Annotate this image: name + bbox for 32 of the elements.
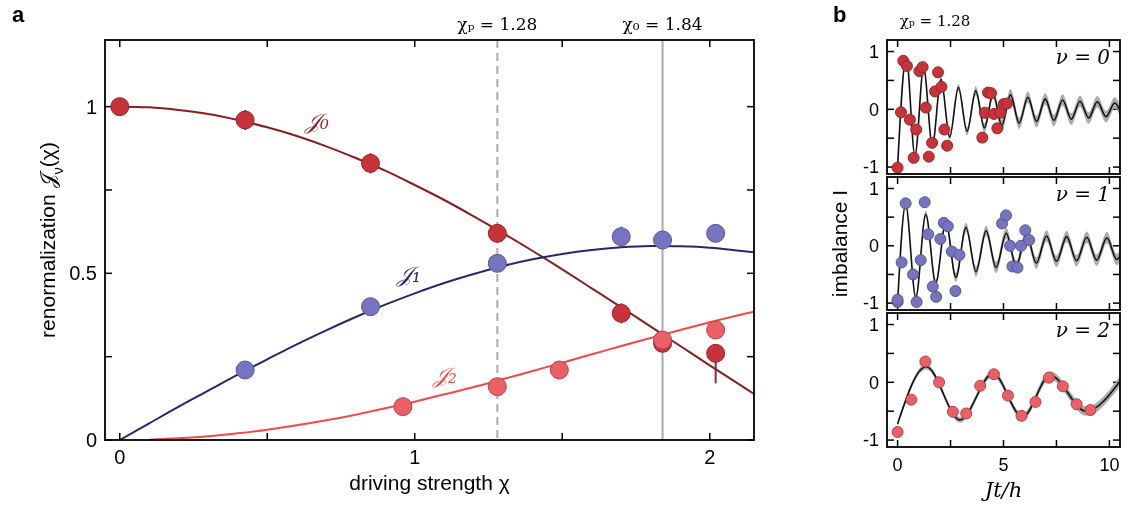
y-tick-label: -1 — [862, 157, 879, 178]
text: χₚ = 1.28 — [899, 12, 971, 30]
series-label: 𝒥₂ — [432, 362, 457, 388]
y-tick-label: -1 — [862, 430, 879, 451]
x-tick-label: 1 — [409, 446, 421, 468]
annotation: ν = 2 — [1055, 318, 1110, 342]
y-tick-label: 1 — [868, 41, 879, 62]
y-tick-label: 0.5 — [69, 262, 97, 285]
y-tick-label: 0 — [85, 429, 97, 451]
chart-title: b — [833, 2, 847, 27]
x-tick-label: 5 — [998, 455, 1009, 475]
y-tick-label: 0 — [868, 236, 879, 257]
annotation: ν = 0 — [1055, 45, 1111, 69]
y-tick-label: 0 — [868, 99, 879, 120]
y-tick-label: 1 — [868, 178, 879, 199]
y-tick-label: 1 — [85, 95, 97, 118]
series-label: 𝒥₀ — [304, 108, 330, 134]
chart-title: a — [12, 2, 25, 27]
x-tick-label: 10 — [1099, 455, 1120, 475]
y-tick-label: 1 — [868, 314, 879, 335]
x-axis-title: driving strength χ — [349, 471, 510, 494]
y-tick-label: -1 — [862, 293, 879, 314]
x-tick-label: 2 — [704, 446, 716, 468]
series-label: 𝒥₁ — [396, 261, 421, 287]
x-tick-label: 0 — [114, 446, 126, 468]
y-axis-title: imbalance I — [828, 189, 851, 298]
ref-line-label: χ₀ = 1.84 — [622, 14, 703, 34]
ref-line-label: χₚ = 1.28 — [457, 14, 538, 34]
x-tick-label: 0 — [892, 455, 903, 475]
x-axis-title: Jt/h — [980, 478, 1023, 502]
y-tick-label: 0 — [868, 372, 879, 393]
annotation: ν = 1 — [1055, 182, 1110, 206]
